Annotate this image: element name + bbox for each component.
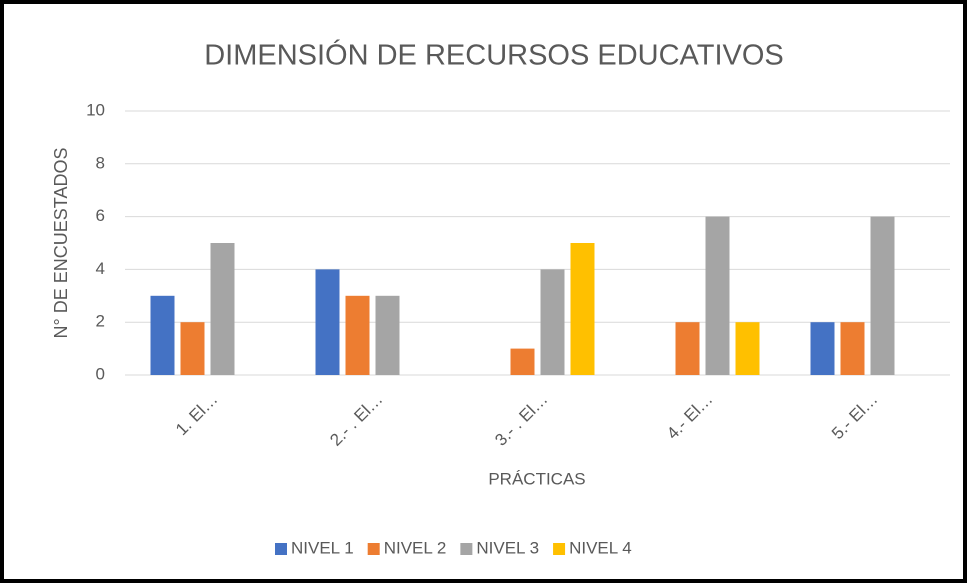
bar [570,243,595,375]
x-axis-label: PRÁCTICAS [488,469,585,488]
bar [150,295,175,375]
bar [705,216,730,375]
bar [180,322,205,375]
bar [210,243,235,375]
legend-swatch [367,543,380,555]
bar [510,348,535,375]
bar [375,295,400,375]
bar [345,295,370,375]
legend-label: NIVEL 4 [569,538,632,557]
bar [675,322,700,375]
y-tick-label: 0 [96,364,105,383]
bar [840,322,865,375]
bar [870,216,895,375]
chart-title: DIMENSIÓN DE RECURSOS EDUCATIVOS [204,39,784,72]
bar [315,269,340,375]
bar [540,269,565,375]
y-tick-label: 6 [96,206,105,225]
legend-label: NIVEL 3 [476,538,539,557]
y-tick-label: 8 [96,153,105,172]
legend-label: NIVEL 1 [291,538,354,557]
y-tick-label: 2 [96,312,105,331]
y-tick-label: 10 [86,100,105,119]
legend-swatch [553,543,566,555]
bar [810,322,835,375]
legend-swatch [275,543,287,555]
y-tick-label: 4 [96,259,105,278]
bar [735,322,760,375]
y-axis-label: N° DE ENCUESTADOS [51,148,71,339]
legend-label: NIVEL 2 [384,538,447,557]
legend-swatch [460,543,473,555]
